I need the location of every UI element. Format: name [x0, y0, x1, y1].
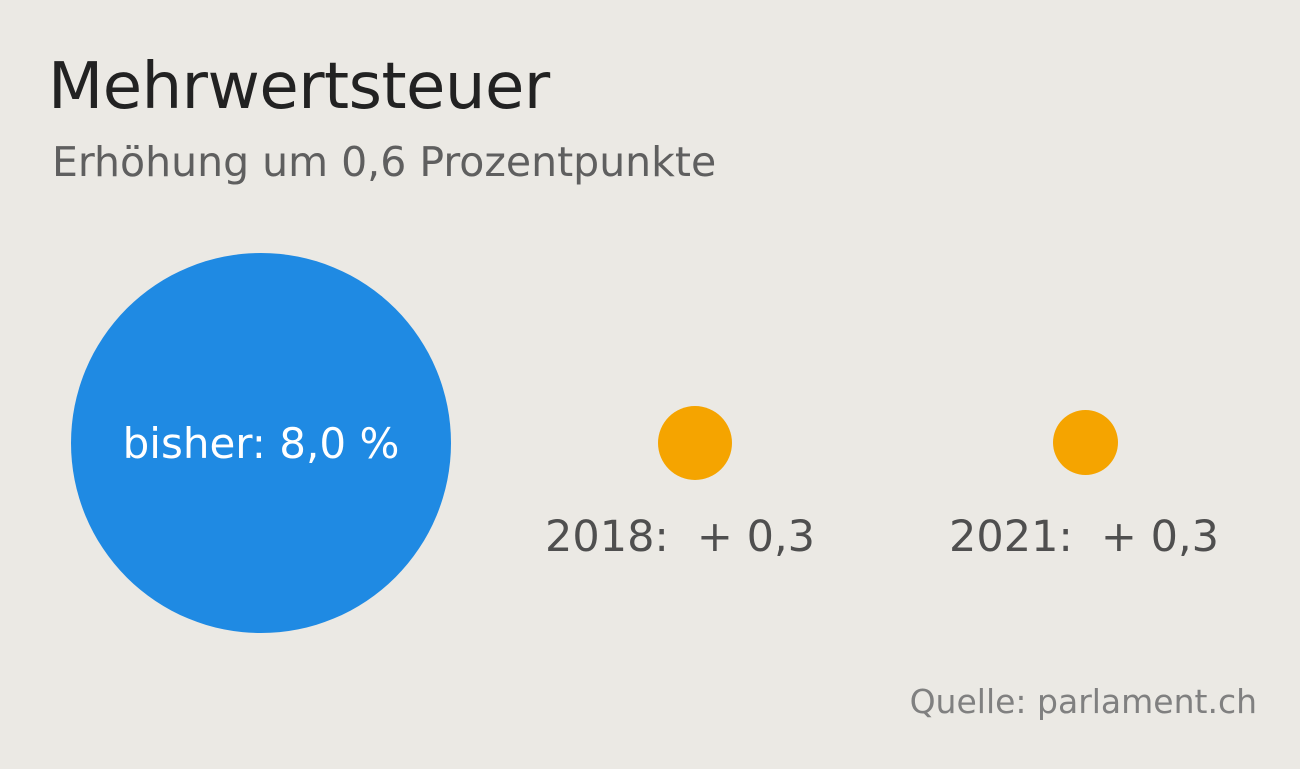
source-note: Quelle: parlament.ch	[909, 682, 1257, 721]
chart-title: Mehrwertsteuer	[48, 50, 550, 124]
increase-label-2018: 2018: + 0,3	[545, 512, 815, 562]
year-label-2021: 2021:	[949, 512, 1073, 562]
chart-subtitle: Erhöhung um 0,6 Prozentpunkte	[52, 138, 717, 186]
bubble-increase-2018	[658, 406, 732, 480]
value-label-2021: + 0,3	[1100, 512, 1220, 562]
year-label-2018: 2018:	[545, 512, 669, 562]
value-label-2018: + 0,3	[696, 512, 816, 562]
increase-label-2021: 2021: + 0,3	[949, 512, 1219, 562]
bubble-current-rate: bisher: 8,0 %	[71, 253, 451, 633]
bubble-current-rate-label: bisher: 8,0 %	[122, 418, 400, 468]
bubble-increase-2021	[1053, 410, 1118, 475]
